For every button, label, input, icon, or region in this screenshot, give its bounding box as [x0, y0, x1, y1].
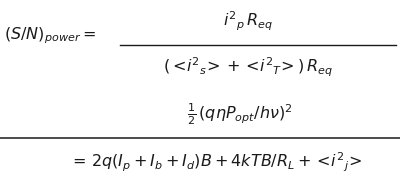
Text: $i^2{}_p\,R_{eq}$: $i^2{}_p\,R_{eq}$	[223, 10, 273, 33]
Text: $(<\!i^2{}_s\!> + <\!i^2{}_T\!>)\,R_{eq}$: $(<\!i^2{}_s\!> + <\!i^2{}_T\!>)\,R_{eq}…	[163, 56, 333, 79]
Text: $(S/N)_{power}=$: $(S/N)_{power}=$	[4, 25, 96, 46]
Text: $=\,2q(I_p + I_b + I_d)B + 4kTB/R_L + <\!i^2{}_j\!>$: $=\,2q(I_p + I_b + I_d)B + 4kTB/R_L + <\…	[70, 150, 362, 174]
Text: $\frac{1}{2}\,(q\eta P_{opt}/h\nu)^2$: $\frac{1}{2}\,(q\eta P_{opt}/h\nu)^2$	[187, 101, 293, 127]
